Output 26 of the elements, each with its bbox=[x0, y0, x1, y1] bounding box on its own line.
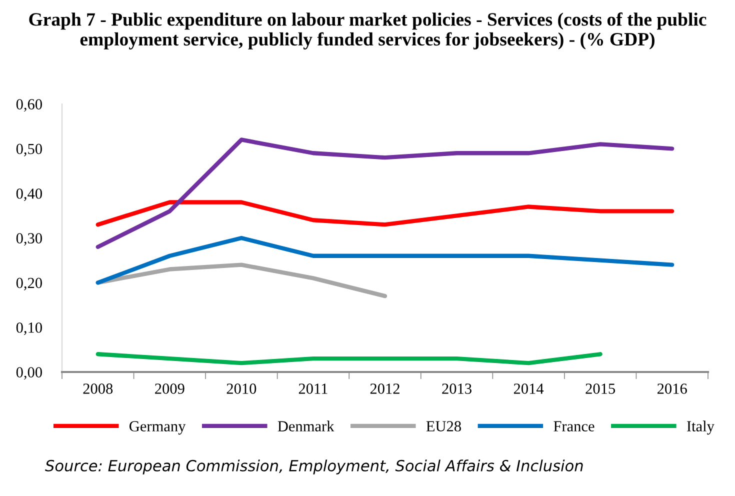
y-tick-label: 0,20 bbox=[16, 278, 42, 290]
legend-label: Germany bbox=[130, 421, 186, 435]
y-tick-label: 0,50 bbox=[16, 144, 42, 156]
x-tick-label: 2015 bbox=[586, 384, 616, 394]
y-tick-label: 0,10 bbox=[16, 322, 42, 335]
y-tick-label: 0,40 bbox=[16, 188, 42, 201]
x-tick-label: 2009 bbox=[155, 384, 184, 394]
x-tick-label: 2013 bbox=[442, 384, 472, 394]
legend-label: Denmark bbox=[278, 420, 334, 432]
x-tick-label: 2012 bbox=[370, 384, 400, 394]
x-tick-label: 2011 bbox=[298, 384, 328, 394]
x-tick-label: 2014 bbox=[514, 384, 544, 394]
source-note: Source: European Commission, Employment, Social Affairs & Inclusion bbox=[45, 460, 583, 474]
y-tick-label: 0,30 bbox=[16, 233, 42, 246]
legend-label: EU28 bbox=[426, 421, 461, 432]
x-tick-label: 2008 bbox=[83, 384, 113, 394]
y-tick-label: 0,00 bbox=[16, 367, 42, 380]
legend-label: France bbox=[554, 421, 594, 432]
chart-title: Graph 7 - Public expenditure on labour market policies - Services (costs of the public employment service, publicly funded services for jobseekers) - (% GDP) bbox=[29, 12, 706, 50]
line-series bbox=[96, 236, 674, 285]
legend-label: Italy bbox=[687, 420, 714, 435]
x-tick-label: 2016 bbox=[658, 384, 687, 394]
line-series bbox=[96, 200, 674, 227]
y-tick-label: 0,60 bbox=[16, 99, 42, 112]
x-tick-label: 2010 bbox=[226, 384, 256, 394]
line-series bbox=[96, 138, 674, 250]
